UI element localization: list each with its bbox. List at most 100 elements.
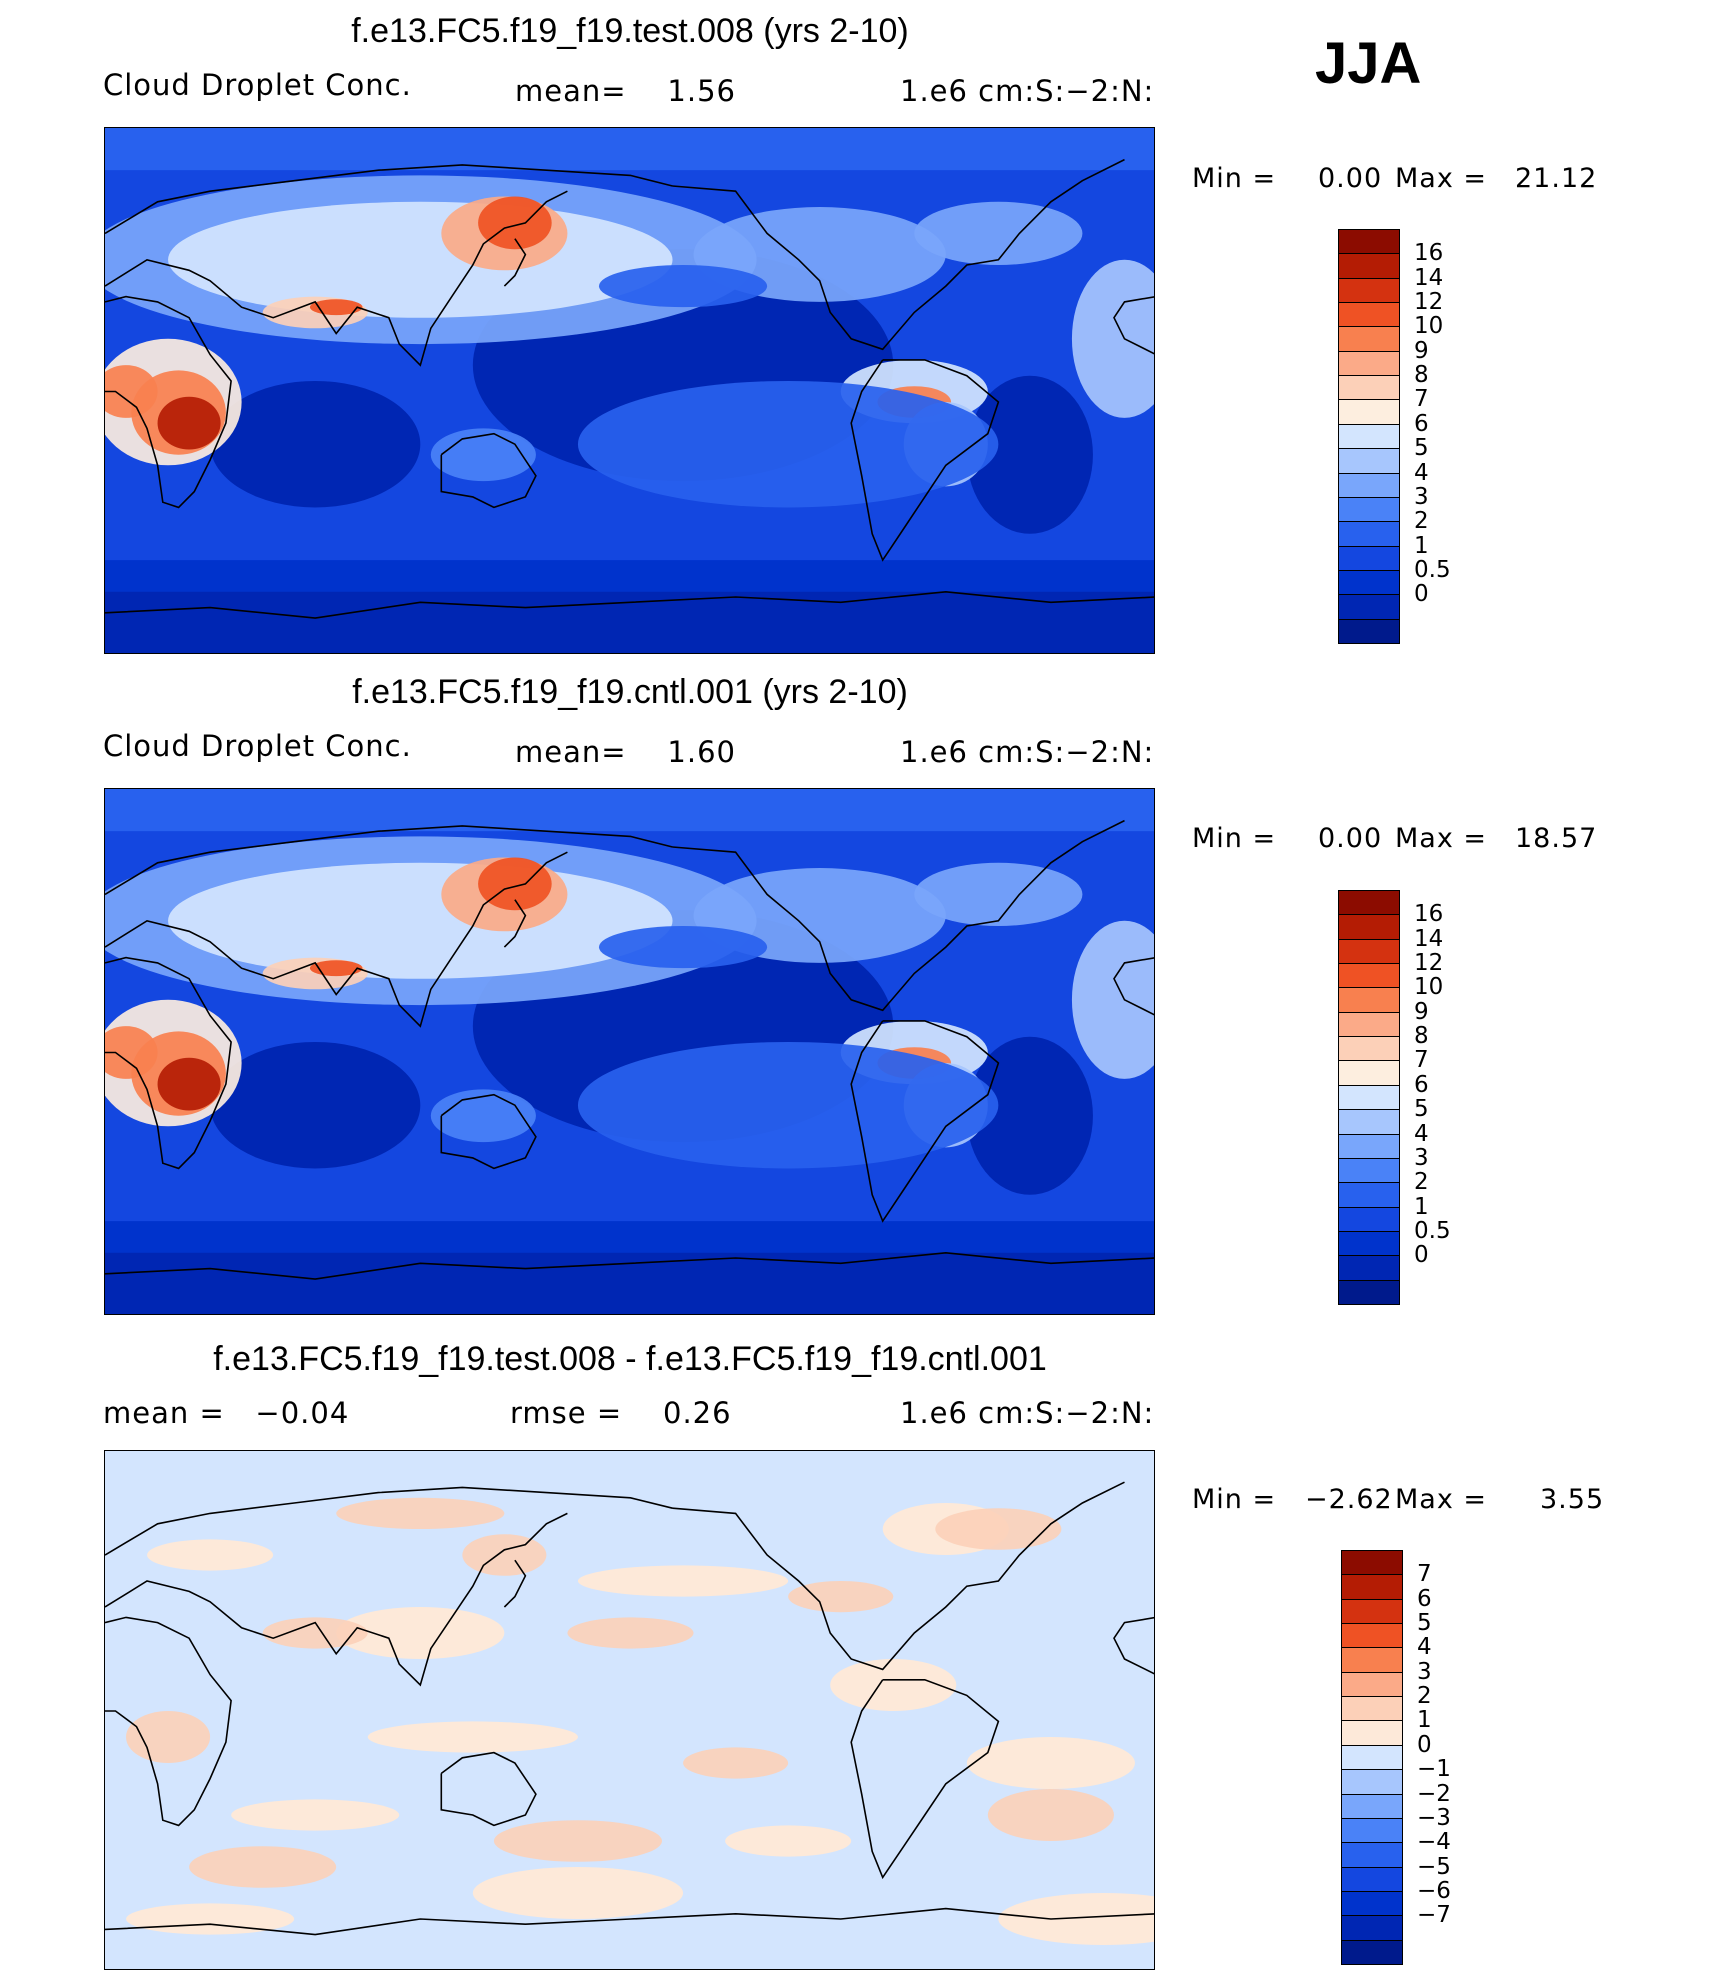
colorbar-cell: [1341, 1817, 1403, 1844]
colorbar-label: 7: [1414, 1047, 1429, 1074]
colorbar-cell: [1338, 472, 1400, 498]
coastline: [105, 295, 232, 509]
colorbar-cell: [1338, 1279, 1400, 1305]
units-label: 1.e6 cm:S:−2:N:: [900, 1396, 1155, 1430]
coastline: [105, 1512, 568, 1687]
colorbar-label: 4: [1414, 1120, 1429, 1147]
colorbar: 16 14 12 10 9 8 7 6 5 4 3 2 1 0.5 0: [1338, 229, 1451, 644]
coastline: [1113, 296, 1154, 355]
colorbar-cell: [1341, 1647, 1403, 1673]
colorbar-label: 16: [1414, 240, 1444, 267]
colorbar-cell: [1341, 1574, 1403, 1600]
colorbar-cell: [1338, 1133, 1400, 1159]
max-value: 18.57: [1515, 823, 1598, 854]
coastline: [850, 1679, 1000, 1880]
colorbar-cell: [1338, 890, 1400, 916]
colorbar-cell: [1341, 1866, 1403, 1892]
map-svg: [105, 1451, 1154, 1969]
map-svg: [105, 789, 1154, 1314]
colorbar-cell: [1341, 1744, 1403, 1771]
mean-stat: mean= 1.60: [515, 735, 736, 769]
coastline: [105, 164, 673, 235]
colorbar-cell: [1341, 1720, 1403, 1746]
colorbar-cell: [1341, 1793, 1403, 1819]
colorbar-cell: [1338, 277, 1400, 304]
coastline: [105, 1251, 1154, 1280]
colorbar-label: 14: [1414, 264, 1444, 291]
coastline: [105, 1616, 232, 1827]
colorbar-label: −4: [1417, 1829, 1451, 1856]
map-panel: [104, 788, 1155, 1315]
colorbar-cell: [1338, 1036, 1400, 1062]
colorbar-label: −5: [1417, 1853, 1451, 1880]
coastline: [672, 819, 1125, 1012]
coastline: [105, 825, 673, 896]
field-label: Cloud Droplet Conc.: [103, 68, 412, 102]
coastline: [503, 238, 527, 287]
colorbar-cell: [1338, 963, 1400, 989]
coastline: [850, 359, 1000, 562]
colorbar-label: 9: [1414, 998, 1429, 1025]
coastline: [850, 1020, 1000, 1223]
colorbar-cell: [1338, 521, 1400, 547]
colorbar-label: −7: [1417, 1902, 1451, 1929]
map-panel: [104, 1450, 1155, 1970]
colorbar-label: 1: [1417, 1707, 1432, 1734]
colorbar-cell: [1338, 229, 1400, 255]
panel-title: f.e13.FC5.f19_f19.test.008 (yrs 2-10): [351, 12, 909, 50]
colorbar-cell: [1338, 1182, 1400, 1208]
colorbar-cell: [1341, 1939, 1403, 1965]
colorbar-cell: [1338, 545, 1400, 571]
rmse-stat: rmse = 0.26: [510, 1396, 732, 1430]
colorbar-cell: [1338, 1011, 1400, 1038]
colorbar-cell: [1341, 1915, 1403, 1941]
units-label: 1.e6 cm:S:−2:N:: [900, 735, 1155, 769]
colorbar-cell: [1338, 350, 1400, 377]
coastline: [503, 1559, 527, 1608]
colorbar-label: 5: [1417, 1610, 1432, 1637]
max-value: 3.55: [1540, 1484, 1605, 1515]
colorbar-cell: [1341, 1890, 1403, 1917]
coastline: [503, 899, 527, 948]
max-label: Max =: [1395, 1484, 1488, 1515]
min-label: Min =: [1192, 823, 1277, 854]
colorbar-label: 12: [1414, 950, 1444, 977]
colorbar-label: −3: [1417, 1804, 1451, 1831]
colorbar-label: 6: [1417, 1585, 1432, 1612]
colorbar-label: 1: [1414, 532, 1429, 559]
panel-title: f.e13.FC5.f19_f19.cntl.001 (yrs 2-10): [352, 673, 908, 711]
coastline: [440, 1751, 537, 1827]
coastline: [672, 158, 1125, 351]
min-value: −2.62: [1305, 1484, 1393, 1515]
coastline: [440, 432, 537, 509]
colorbar-label: −6: [1417, 1877, 1451, 1904]
colorbar-label: 10: [1414, 313, 1444, 340]
coastline: [672, 1481, 1125, 1671]
colorbar-label: 0: [1414, 581, 1429, 608]
colorbar-label: 7: [1417, 1561, 1432, 1588]
max-label: Max =: [1395, 163, 1488, 194]
coastline: [105, 590, 1154, 619]
colorbar-label: 5: [1414, 1096, 1429, 1123]
colorbar-label: 9: [1414, 337, 1429, 364]
colorbar-cell: [1338, 326, 1400, 352]
colorbar-cell: [1341, 1550, 1403, 1576]
colorbar-cell: [1338, 914, 1400, 940]
min-value: 0.00: [1318, 823, 1383, 854]
colorbar-label: −2: [1417, 1780, 1451, 1807]
colorbar-label: 3: [1414, 1144, 1429, 1171]
colorbar-cell: [1341, 1696, 1403, 1722]
max-label: Max =: [1395, 823, 1488, 854]
colorbar-label: 4: [1417, 1634, 1432, 1661]
colorbar-cell: [1338, 302, 1400, 328]
colorbar-cell: [1338, 1109, 1400, 1135]
map-svg: [105, 128, 1154, 653]
coastline: [105, 956, 232, 1170]
colorbar-label: −1: [1417, 1756, 1451, 1783]
colorbar-cell: [1338, 1206, 1400, 1232]
colorbar-cell: [1338, 938, 1400, 965]
units-label: 1.e6 cm:S:−2:N:: [900, 74, 1155, 108]
colorbar-label: 2: [1414, 1169, 1429, 1196]
colorbar-label: 3: [1417, 1658, 1432, 1685]
colorbar-label: 6: [1414, 1071, 1429, 1098]
